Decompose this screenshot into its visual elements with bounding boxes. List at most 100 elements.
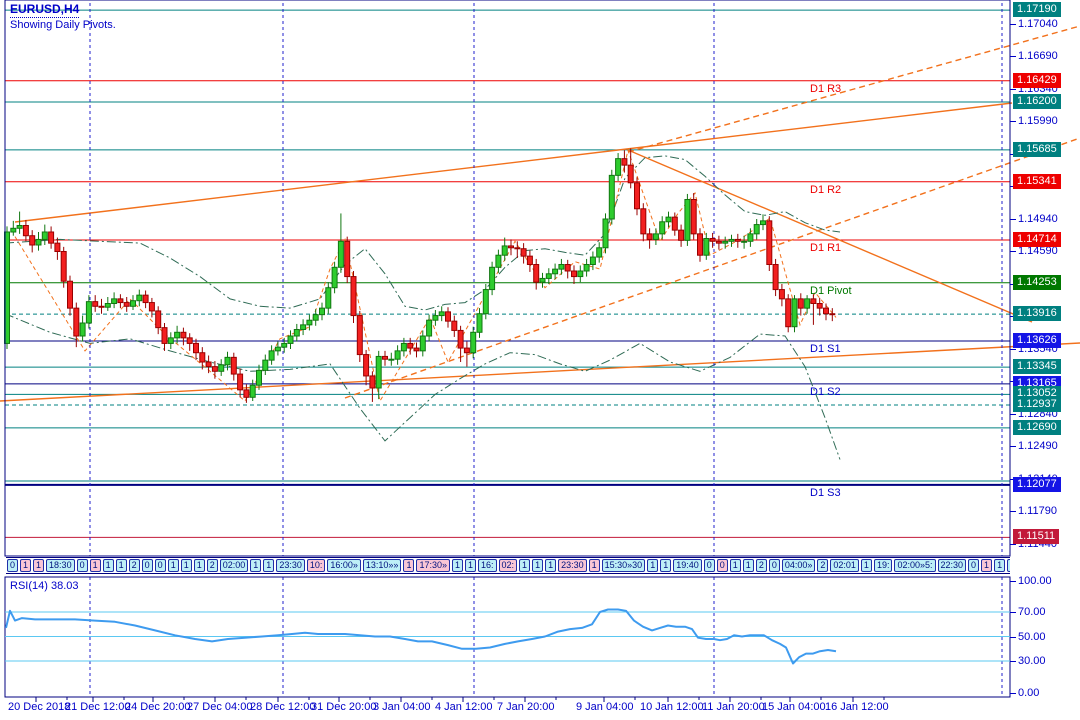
candle-bearish [407, 342, 414, 349]
candle-bullish [741, 240, 748, 243]
rsi-axis-label: 0.00 [1018, 687, 1040, 699]
orange-trendline [627, 149, 1033, 323]
pivot-label: D1 S3 [810, 487, 841, 499]
event-badge: 02:00 [219, 559, 249, 572]
candle-bullish [274, 346, 281, 352]
price-axis-label: 1.14590 [1018, 245, 1058, 257]
event-badge: 1 [660, 559, 672, 572]
time-axis-label: 16 Jan 12:00 [825, 701, 889, 713]
price-axis-label: 1.12490 [1018, 440, 1058, 452]
candle-bullish [262, 359, 269, 371]
candle-bearish [123, 302, 130, 307]
candle-bullish [130, 300, 136, 307]
orange-dashed-trendline [627, 25, 1080, 153]
price-axis-tick [1010, 24, 1016, 25]
candle-bearish [193, 342, 199, 354]
candle-bearish [526, 255, 533, 265]
event-badge: 0 [968, 559, 980, 572]
candle-bearish [785, 298, 792, 328]
candle-bullish [104, 302, 111, 308]
event-badge: 1 [729, 559, 741, 572]
event-badge: 18:30 [46, 559, 75, 572]
event-badge: 1 [250, 559, 262, 572]
price-level-badge: 1.12690 [1013, 420, 1061, 435]
event-badge: 13:10»» [362, 559, 402, 572]
candle-bearish [829, 313, 836, 316]
candle-bearish [48, 231, 55, 244]
event-badge: 1 [89, 559, 101, 572]
symbol-title: EURUSD,H4 [10, 2, 80, 18]
candle-bearish [382, 355, 388, 360]
candle-bearish [823, 307, 829, 315]
candle-bullish [652, 233, 659, 240]
candle-bearish [186, 337, 193, 344]
candle-bearish [205, 361, 212, 368]
time-axis-label: 27 Dec 04:00 [187, 701, 253, 713]
price-level-badge: 1.16200 [1013, 94, 1061, 109]
candle-bullish [79, 322, 86, 337]
candle-bearish [772, 263, 779, 291]
event-badge: 1 [465, 559, 477, 572]
candle-bullish [325, 287, 332, 309]
candle-bearish [363, 354, 370, 377]
candle-bearish [413, 347, 420, 352]
candle-bullish [552, 268, 559, 275]
candle-bearish [564, 263, 571, 272]
orange-trendline [14, 102, 1013, 223]
candle-bearish [73, 307, 80, 337]
candle-bullish [577, 270, 584, 278]
candle-bullish [608, 174, 615, 220]
event-badge: 21:00 [1007, 559, 1010, 572]
time-axis-label: 21 Dec 12:00 [65, 701, 131, 713]
price-level-badge: 1.13916 [1013, 306, 1061, 321]
candle-bearish [816, 302, 823, 309]
candle-bullish [753, 224, 760, 235]
event-badge: 0 [768, 559, 780, 572]
candle-bearish [356, 315, 363, 356]
candle-bullish [476, 313, 483, 333]
candle-bullish [489, 266, 496, 291]
time-axis-label: 7 Jan 20:00 [497, 701, 555, 713]
candle-bearish [457, 329, 464, 349]
candle-bullish [791, 298, 798, 328]
candle-bearish [533, 263, 540, 283]
time-axis-label: 9 Jan 04:00 [576, 701, 634, 713]
candle-bullish [659, 221, 666, 235]
candle-bearish [709, 237, 716, 242]
event-badge: 1 [403, 559, 415, 572]
candle-bearish [463, 347, 470, 354]
candle-bullish [728, 238, 735, 242]
candle-bullish [539, 277, 546, 283]
price-axis-label: 1.16690 [1018, 50, 1058, 62]
candle-bearish [734, 238, 741, 242]
candle-bullish [495, 254, 502, 268]
candle-bearish [22, 224, 29, 237]
price-level-badge: 1.14714 [1013, 232, 1061, 247]
candle-bearish [715, 240, 722, 244]
rsi-axis-label: 30.00 [1018, 655, 1046, 667]
candle-bullish [501, 245, 508, 256]
candle-bullish [684, 198, 691, 241]
price-axis-tick [1010, 349, 1016, 350]
candle-bullish [10, 227, 17, 233]
candle-bearish [621, 158, 628, 166]
price-axis-label: 1.11790 [1018, 505, 1057, 517]
candle-bullish [589, 256, 596, 265]
event-badge: 02:01 [830, 559, 859, 572]
candle-bullish [174, 331, 181, 339]
event-badge: 19:40 [673, 559, 702, 572]
candle-bearish [445, 311, 451, 322]
candle-bearish [646, 233, 653, 240]
price-axis-tick [1010, 121, 1016, 122]
time-axis-label: 10 Jan 12:00 [640, 701, 704, 713]
event-badge: 19: [873, 559, 893, 572]
candle-bearish [627, 164, 634, 184]
candle-bullish [218, 364, 225, 372]
candle-bullish [281, 342, 288, 348]
price-axis-tick [1010, 89, 1016, 90]
candle-bullish [224, 356, 231, 366]
candle-bullish [287, 335, 294, 344]
price-level-badge: 1.15685 [1013, 142, 1061, 157]
candle-bearish [60, 250, 67, 282]
